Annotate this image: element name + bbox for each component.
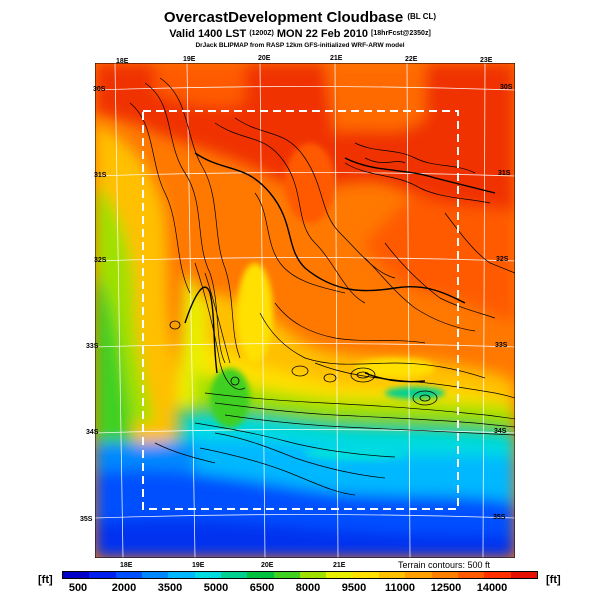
cloudbase-map	[95, 63, 515, 558]
colorbar-swatch	[299, 572, 327, 578]
lat-label-right: 31S	[498, 170, 511, 177]
colorbar-tick-label: 500	[68, 582, 88, 594]
colorbar-swatch	[378, 572, 406, 578]
lon-label-top: 22E	[405, 56, 418, 63]
colorbar-swatch	[484, 572, 511, 578]
lat-label-left: 35S	[80, 516, 93, 523]
lat-label-left: 34S	[86, 429, 99, 436]
contour-rings	[169, 320, 438, 406]
lat-label-left: 32S	[94, 257, 107, 264]
colorbar-tick-label: 9500	[341, 582, 367, 594]
colorbar-unit-left: [ft]	[38, 574, 53, 586]
lon-label-bottom: 20E	[261, 562, 274, 569]
colorbar-swatch	[168, 572, 195, 578]
color-field	[95, 63, 515, 558]
colorbar-swatch	[194, 572, 221, 578]
colorbar-ticks: 500 2000 3500 5000 6500 8000 9500 11000 12500 140…	[0, 582, 600, 596]
lat-label-left: 31S	[94, 172, 107, 179]
terrain-contour-note: Terrain contours: 500 ft	[398, 560, 491, 570]
colorbar-tick-label: 6500	[249, 582, 275, 594]
colorbar-tick-label: 8000	[295, 582, 321, 594]
lon-label-bottom: 18E	[120, 562, 133, 569]
lat-label-right: 30S	[500, 84, 513, 91]
colorbar-unit-right: [ft]	[546, 574, 561, 586]
lat-label-right: 35S	[493, 514, 506, 521]
colorbar-swatch	[247, 572, 274, 578]
colorbar-swatch	[431, 572, 458, 578]
colorbar-swatch	[352, 572, 379, 578]
lat-label-left: 33S	[86, 343, 99, 350]
terrain-contours-bold	[184, 152, 496, 383]
lon-label-top: 19E	[183, 56, 196, 63]
colorbar-swatch	[457, 572, 485, 578]
inner-domain-box	[142, 110, 459, 510]
colorbar-swatch	[405, 572, 432, 578]
map-title: OvercastDevelopment Cloudbase (BL CL)	[163, 9, 437, 26]
colorbar-swatch	[326, 572, 353, 578]
colorbar-swatch	[510, 572, 537, 578]
lat-label-left: 30S	[93, 86, 106, 93]
model-source: DrJack BLIPMAP from RASP 12km GFS-initia…	[195, 42, 405, 49]
lon-label-bottom: 21E	[333, 562, 346, 569]
lat-label-right: 32S	[496, 256, 509, 263]
lon-label-top: 18E	[116, 58, 129, 65]
lat-label-right: 33S	[495, 342, 508, 349]
colorbar-swatch	[63, 572, 90, 578]
terrain-contours	[129, 77, 515, 496]
colorbar-swatch	[220, 572, 248, 578]
colorbar-swatch	[141, 572, 169, 578]
lon-label-top: 21E	[330, 55, 343, 62]
lat-label-right: 34S	[494, 428, 507, 435]
lon-label-bottom: 19E	[192, 562, 205, 569]
colorbar-tick-label: 12500	[430, 582, 462, 594]
lon-label-top: 23E	[480, 57, 493, 64]
colorbar-tick-label: 3500	[157, 582, 183, 594]
valid-time: Valid 1400 LST (1200Z) MON 22 Feb 2010 […	[169, 28, 431, 40]
colorbar-swatch	[115, 572, 142, 578]
lon-label-top: 20E	[258, 55, 271, 62]
colorbar-swatch	[89, 572, 116, 578]
colorbar	[62, 571, 538, 579]
colorbar-tick-label: 14000	[476, 582, 508, 594]
colorbar-tick-label: 2000	[111, 582, 137, 594]
colorbar-tick-label: 5000	[203, 582, 229, 594]
colorbar-swatch	[273, 572, 300, 578]
colorbar-tick-label: 11000	[385, 582, 415, 594]
